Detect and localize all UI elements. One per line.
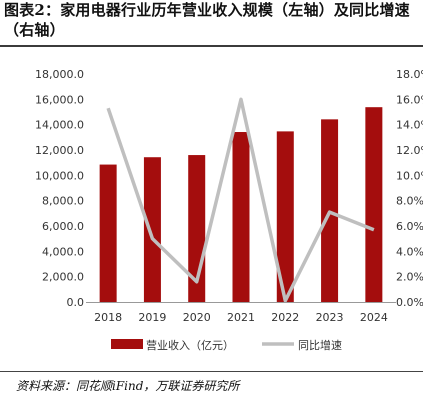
x-tick-label: 2020 [183,311,211,324]
legend-bar-label: 营业收入（亿元） [146,338,234,352]
x-tick-label: 2019 [138,311,166,324]
right-tick-label: 4.0% [396,245,423,258]
revenue-bar [365,107,383,302]
growth-line [106,97,375,303]
title-divider [0,45,423,47]
revenue-growth-chart: 0.0 2,000.0 4,000.0 6,000.0 8,000.0 10,000.0 1… [35,68,423,352]
right-tick-label: 18.0% [396,68,423,81]
right-tick-label: 10.0% [396,169,423,182]
right-tick-label: 12.0% [396,144,423,157]
left-tick-label: 8,000.0 [42,195,84,208]
left-tick-label: 16,000.0 [35,93,84,106]
chart-title-area: 图表2：家用电器行业历年营业收入规模（左轴）及同比增速（右轴） [0,0,423,48]
source-note: 资料来源：同花顺iFind，万联证券研究所 [16,379,240,393]
left-tick-label: 14,000.0 [35,119,84,132]
right-axis: 0.0% 2.0% 4.0% 6.0% 8.0% 10.0% 12.0% 14.0% 16.0%… [396,68,423,309]
right-tick-label: 14.0% [396,119,423,132]
legend-line-label: 同比增速 [298,338,342,352]
source-divider [0,371,423,372]
left-tick-label: 10,000.0 [35,169,84,182]
left-tick-label: 2,000.0 [42,271,84,284]
left-tick-label: 0.0 [67,296,85,309]
revenue-bar [276,131,294,302]
left-tick-label: 18,000.0 [35,68,84,81]
revenue-bar [232,132,250,302]
revenue-bar [99,164,117,302]
right-tick-label: 0.0% [396,296,423,309]
x-tick-label: 2024 [360,311,388,324]
x-axis: 2018 2019 2020 2021 2022 2023 2024 [86,302,396,324]
right-tick-label: 2.0% [396,271,423,284]
right-tick-label: 6.0% [396,220,423,233]
revenue-bar [143,157,161,302]
x-tick-label: 2023 [316,311,344,324]
left-tick-label: 6,000.0 [42,220,84,233]
left-tick-label: 12,000.0 [35,144,84,157]
legend: 营业收入（亿元） 同比增速 [111,338,342,352]
x-tick-label: 2018 [94,311,122,324]
left-tick-label: 4,000.0 [42,245,84,258]
chart-title: 图表2：家用电器行业历年营业收入规模（左轴）及同比增速（右轴） [4,1,410,39]
right-tick-label: 16.0% [396,93,423,106]
x-tick-label: 2022 [271,311,299,324]
legend-bar-swatch [111,339,143,349]
x-tick-label: 2021 [227,311,255,324]
left-axis: 0.0 2,000.0 4,000.0 6,000.0 8,000.0 10,000.0 1… [35,68,84,309]
right-tick-label: 8.0% [396,195,423,208]
